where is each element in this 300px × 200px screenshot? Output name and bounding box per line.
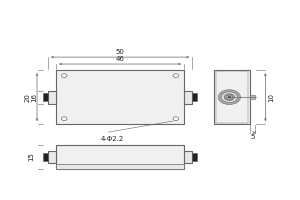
- Circle shape: [218, 90, 241, 105]
- Circle shape: [61, 74, 67, 77]
- Text: 5: 5: [250, 134, 255, 140]
- Text: 20: 20: [24, 93, 30, 102]
- Circle shape: [173, 74, 178, 77]
- Text: 16: 16: [31, 93, 37, 102]
- Text: 10: 10: [268, 93, 274, 102]
- Circle shape: [224, 94, 235, 101]
- Circle shape: [226, 95, 232, 99]
- Bar: [56, 145, 184, 169]
- Bar: [48, 151, 56, 163]
- Bar: [56, 70, 184, 124]
- Bar: [214, 70, 250, 124]
- Text: 50: 50: [116, 49, 124, 55]
- Circle shape: [61, 117, 67, 121]
- Bar: [48, 91, 56, 104]
- Bar: [43, 93, 48, 101]
- Bar: [184, 91, 192, 104]
- Bar: [192, 93, 197, 101]
- Bar: [216, 71, 248, 123]
- Circle shape: [173, 117, 178, 121]
- Circle shape: [228, 96, 231, 98]
- Text: 15: 15: [28, 152, 34, 161]
- Bar: [184, 151, 192, 163]
- Bar: [56, 164, 184, 169]
- Bar: [43, 153, 48, 161]
- Bar: [192, 153, 197, 161]
- Text: 4-Φ2.2: 4-Φ2.2: [101, 136, 124, 142]
- Text: 46: 46: [116, 56, 124, 62]
- Bar: [250, 95, 255, 99]
- Circle shape: [221, 92, 238, 103]
